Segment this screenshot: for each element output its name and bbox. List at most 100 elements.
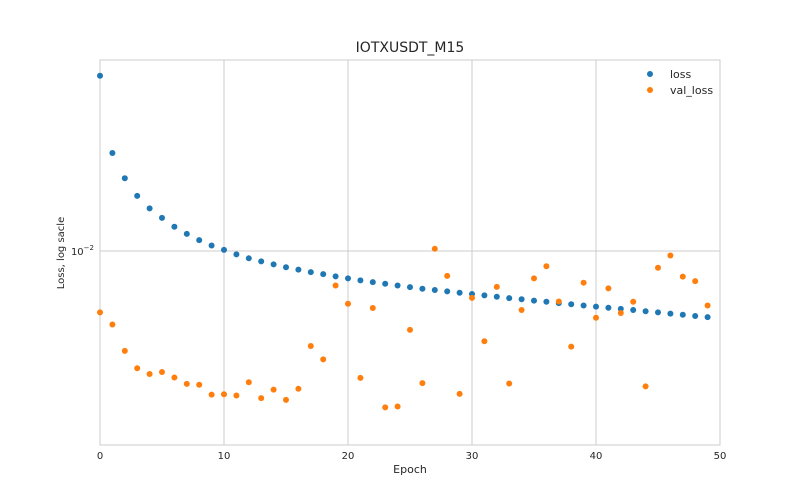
grid-lines <box>100 60 720 445</box>
val-loss-point <box>221 391 227 398</box>
loss-point <box>580 302 587 309</box>
loss-point <box>407 284 413 291</box>
loss-point <box>159 214 165 221</box>
val-loss-point <box>307 342 314 349</box>
val-loss-point <box>555 298 562 305</box>
loss-point <box>518 296 525 303</box>
loss-point <box>593 303 599 310</box>
loss-point <box>382 280 389 287</box>
loss-point <box>221 246 227 253</box>
val-loss-point <box>332 282 339 289</box>
data-markers <box>97 72 711 411</box>
val-loss-point <box>134 365 141 372</box>
legend-marker-loss <box>647 71 653 77</box>
loss-point <box>357 277 364 284</box>
loss-point <box>531 297 537 304</box>
loss-point <box>97 72 103 79</box>
loss-point <box>134 192 141 199</box>
x-tick-label: 50 <box>714 451 727 462</box>
loss-point <box>345 275 351 282</box>
loss-point <box>630 307 637 314</box>
loss-point <box>270 261 277 268</box>
loss-point <box>295 266 302 273</box>
val-loss-point <box>382 404 389 411</box>
val-loss-point <box>580 279 587 286</box>
val-loss-point <box>531 275 537 282</box>
val-loss-point <box>431 245 438 252</box>
loss-point <box>307 269 314 276</box>
loss-point <box>667 310 674 317</box>
loss-point <box>605 304 612 311</box>
val-loss-point <box>568 343 575 350</box>
loss-point <box>208 242 215 249</box>
loss-point <box>233 251 240 258</box>
loss-point <box>642 308 649 315</box>
val-loss-point <box>605 285 612 292</box>
loss-point <box>655 309 661 316</box>
loss-point <box>692 312 699 319</box>
loss-point <box>506 295 513 302</box>
loss-point <box>568 301 575 308</box>
loss-point <box>543 298 550 305</box>
val-loss-point <box>208 391 215 398</box>
loss-point <box>704 314 711 321</box>
x-tick-label: 20 <box>342 451 355 462</box>
val-loss-point <box>357 374 364 381</box>
val-loss-point <box>183 380 190 387</box>
val-loss-point <box>295 385 302 392</box>
loss-point <box>369 279 376 286</box>
loss-point <box>146 205 153 212</box>
val-loss-point <box>245 379 252 386</box>
val-loss-point <box>171 374 178 381</box>
val-loss-point <box>345 300 351 307</box>
val-loss-point <box>121 347 128 354</box>
x-tick-label: 40 <box>590 451 603 462</box>
x-axis-label: Epoch <box>393 463 427 476</box>
val-loss-point <box>419 380 426 387</box>
val-loss-point <box>258 395 265 402</box>
val-loss-point <box>97 309 103 316</box>
val-loss-point <box>283 396 289 403</box>
val-loss-point <box>407 326 413 333</box>
val-loss-point <box>469 294 475 301</box>
loss-point <box>493 293 500 300</box>
y-tick-label: 10−2 <box>71 244 94 258</box>
chart-title: IOTXUSDT_M15 <box>356 40 465 56</box>
val-loss-point <box>667 252 674 259</box>
loss-point <box>258 258 265 265</box>
val-loss-point <box>196 381 203 388</box>
loss-point <box>394 282 401 289</box>
val-loss-point <box>444 272 451 279</box>
val-loss-point <box>369 305 376 312</box>
legend: loss val_loss <box>647 68 713 97</box>
loss-point <box>121 175 128 182</box>
val-loss-point <box>593 314 599 321</box>
legend-marker-val-loss <box>647 87 653 93</box>
x-tick-label: 0 <box>97 451 103 462</box>
val-loss-point <box>456 390 463 397</box>
loss-point <box>332 273 339 280</box>
loss-point <box>171 223 178 230</box>
plot-frame <box>99 59 721 446</box>
loss-point <box>183 230 190 237</box>
val-loss-point <box>394 403 401 410</box>
val-loss-point <box>692 278 699 285</box>
loss-point <box>481 292 488 299</box>
val-loss-point <box>543 263 550 270</box>
legend-label-val-loss: val_loss <box>670 84 713 97</box>
val-loss-point <box>642 383 649 390</box>
val-loss-point <box>630 298 637 305</box>
val-loss-point <box>518 307 525 314</box>
val-loss-point <box>270 386 277 393</box>
val-loss-point <box>655 264 661 271</box>
val-loss-point <box>704 302 711 309</box>
val-loss-point <box>679 273 686 280</box>
val-loss-point <box>617 309 624 316</box>
loss-point <box>419 285 426 292</box>
loss-point <box>196 237 203 244</box>
val-loss-point <box>320 356 327 363</box>
loss-point <box>245 255 252 262</box>
loss-point <box>444 288 451 295</box>
val-loss-point <box>233 392 240 399</box>
